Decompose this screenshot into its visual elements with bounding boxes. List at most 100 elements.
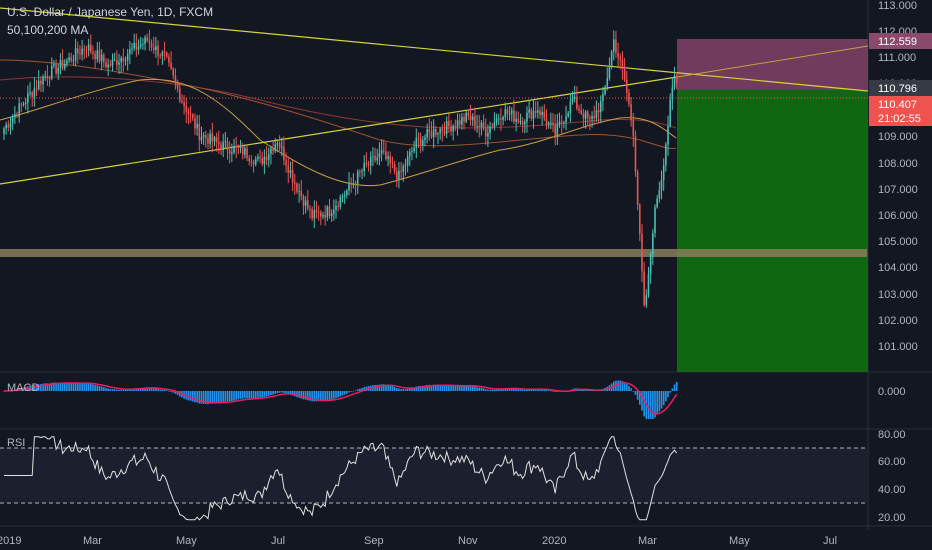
candle-body xyxy=(113,59,116,61)
macd-bar xyxy=(552,391,554,392)
macd-bar xyxy=(326,391,329,401)
candle-body xyxy=(300,191,303,197)
ma-50-line xyxy=(0,78,677,187)
candle-body xyxy=(118,62,120,65)
candle-body xyxy=(187,112,190,115)
macd-bar xyxy=(307,391,309,401)
macd-bar xyxy=(385,384,387,391)
entry-price-tag: 110.796 xyxy=(869,80,932,96)
candle-body xyxy=(524,121,526,125)
macd-bar xyxy=(139,388,142,391)
macd-bar xyxy=(250,391,253,399)
candle-body xyxy=(539,110,541,116)
candle-body xyxy=(194,118,196,129)
candle-body xyxy=(359,171,361,173)
macd-bar xyxy=(454,385,457,391)
candle-body xyxy=(239,145,242,148)
candle-body xyxy=(352,183,355,185)
candle-body xyxy=(506,109,509,114)
candle-body xyxy=(285,160,287,166)
candle-body xyxy=(534,110,537,113)
candle-body xyxy=(257,156,259,160)
candle-body xyxy=(57,67,60,74)
macd-bar xyxy=(441,385,444,391)
candle-body xyxy=(183,102,185,107)
macd-bar xyxy=(615,380,617,391)
macd-bar xyxy=(417,386,420,391)
macd-bar xyxy=(543,389,546,391)
candle-body xyxy=(428,129,431,133)
candle-body xyxy=(543,111,546,119)
macd-bar xyxy=(309,391,311,401)
price-tick: 113.000 xyxy=(878,0,917,12)
candle-body xyxy=(315,210,318,213)
candle-body xyxy=(326,206,329,218)
candle-body xyxy=(456,120,459,128)
macd-bar xyxy=(194,391,196,403)
macd-bar xyxy=(400,389,402,391)
macd-bar xyxy=(276,391,279,394)
time-tick: Jul xyxy=(823,535,837,547)
candle-body xyxy=(615,39,617,54)
macd-bar xyxy=(671,388,674,391)
macd-bar xyxy=(510,387,513,391)
candle-body xyxy=(617,53,619,58)
candle-body xyxy=(356,171,359,185)
macd-bar xyxy=(391,386,394,391)
candle-body xyxy=(454,125,457,128)
macd-bar xyxy=(665,391,667,402)
macd-bar xyxy=(98,386,101,391)
candle-body xyxy=(322,214,324,217)
macd-bar xyxy=(439,385,441,391)
macd-bar xyxy=(261,391,264,398)
macd-bar xyxy=(443,385,446,391)
macd-bar xyxy=(68,382,70,391)
ascending-trendline-extension xyxy=(676,45,869,78)
macd-bar xyxy=(267,391,270,396)
candle-body xyxy=(248,158,251,162)
macd-bar xyxy=(72,383,75,391)
candle-body xyxy=(526,112,528,122)
candle-body xyxy=(170,62,172,69)
macd-bar xyxy=(469,385,472,391)
candle-body xyxy=(131,48,133,50)
macd-bar xyxy=(163,389,166,391)
macd-bar xyxy=(586,389,589,391)
candle-body xyxy=(404,165,407,167)
candle-body xyxy=(558,121,561,125)
candle-body xyxy=(261,158,264,165)
macd-bar xyxy=(513,388,515,391)
macd-bar xyxy=(500,389,502,391)
candle-body xyxy=(309,208,311,210)
candle-body xyxy=(513,110,515,122)
macd-bar xyxy=(304,391,307,400)
candle-body xyxy=(426,129,428,138)
macd-bar xyxy=(235,391,237,400)
support-zone[interactable] xyxy=(0,249,867,257)
macd-bar xyxy=(228,391,231,402)
candle-body xyxy=(96,50,99,60)
macd-bar xyxy=(324,391,326,401)
long-position-target-zone[interactable] xyxy=(677,90,868,372)
candle-body xyxy=(74,48,77,61)
candle-body xyxy=(408,151,411,157)
macd-bar xyxy=(178,391,181,397)
candle-body xyxy=(591,116,593,119)
macd-bar xyxy=(333,391,335,399)
candle-body xyxy=(172,68,175,76)
candle-body xyxy=(330,213,333,217)
descending-trendline[interactable] xyxy=(0,7,869,92)
candle-body xyxy=(270,148,272,154)
macd-bar xyxy=(337,391,339,398)
macd-bar xyxy=(170,391,172,392)
candle-body xyxy=(517,118,520,123)
candle-body xyxy=(422,139,424,146)
candle-body xyxy=(597,110,600,113)
candle-body xyxy=(280,146,283,148)
macd-bar xyxy=(589,390,591,391)
ascending-trendline[interactable] xyxy=(0,76,678,185)
candle-body xyxy=(573,96,576,99)
candle-body xyxy=(599,101,602,113)
candle-body xyxy=(647,274,650,296)
